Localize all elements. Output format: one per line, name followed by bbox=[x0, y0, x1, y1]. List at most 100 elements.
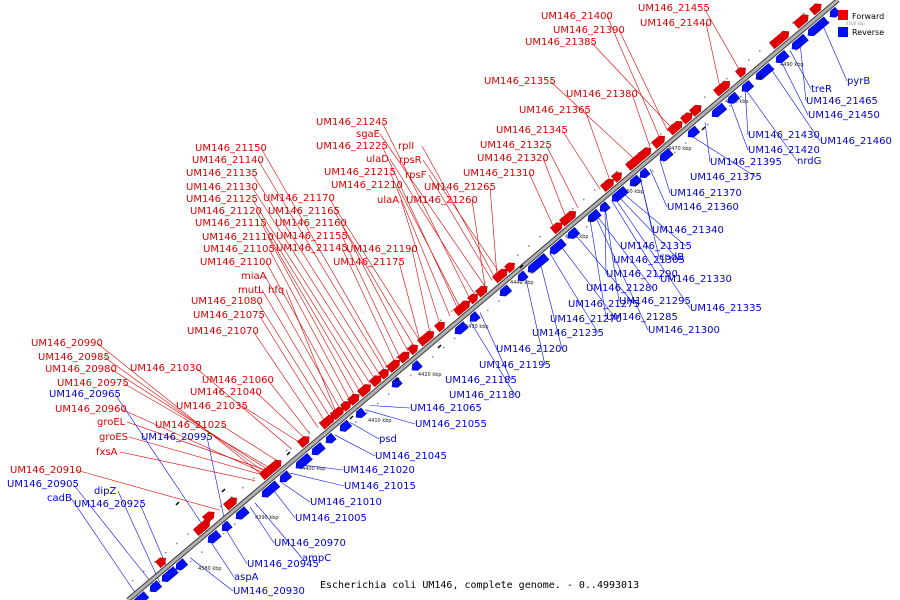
forward-gene bbox=[269, 459, 282, 472]
forward-connector bbox=[379, 133, 486, 287]
forward-connector bbox=[255, 391, 306, 439]
forward-connector bbox=[258, 314, 326, 422]
forward-gene bbox=[434, 321, 445, 333]
legend-scale: 4500 kbp bbox=[846, 21, 865, 26]
tick-mark bbox=[388, 393, 390, 395]
reverse-gene bbox=[279, 470, 293, 483]
forward-gene bbox=[369, 375, 382, 388]
reverse-gene bbox=[611, 185, 629, 202]
reverse-connector bbox=[573, 232, 635, 305]
forward-gene bbox=[397, 351, 410, 364]
tick-mark bbox=[663, 160, 665, 163]
reverse-connector bbox=[289, 472, 345, 487]
reverse-gene-label: ampC bbox=[302, 553, 331, 564]
forward-connector bbox=[341, 247, 396, 363]
reverse-gene-label: UM146_21005 bbox=[295, 513, 367, 524]
forward-connector bbox=[340, 222, 409, 352]
reverse-gene-label: aspA bbox=[234, 572, 259, 583]
reverse-gene bbox=[807, 16, 830, 37]
forward-gene-label: UM146_21060 bbox=[202, 375, 274, 386]
legend-reverse-swatch bbox=[838, 27, 848, 37]
tick-mark bbox=[520, 281, 522, 284]
reverse-gene bbox=[454, 321, 469, 335]
reverse-gene-label: UM146_21185 bbox=[445, 375, 517, 386]
forward-gene-label: UM146_21105 bbox=[203, 244, 275, 255]
reverse-connector bbox=[334, 434, 376, 457]
tick-mark bbox=[443, 346, 445, 349]
tick-mark bbox=[132, 579, 134, 582]
tick-mark bbox=[630, 188, 632, 191]
reverse-gene-label: psd bbox=[379, 434, 397, 445]
reverse-gene-label: UM146_21275 bbox=[568, 299, 640, 310]
reverse-gene-label: UM146_21270 bbox=[550, 314, 622, 325]
reverse-connector bbox=[539, 261, 563, 350]
small-feature bbox=[589, 218, 594, 223]
forward-connector bbox=[251, 172, 381, 376]
forward-gene bbox=[735, 67, 746, 78]
reverse-connector bbox=[369, 405, 411, 409]
tick-mark bbox=[539, 235, 541, 238]
reverse-connector bbox=[617, 195, 680, 261]
small-feature bbox=[395, 377, 400, 382]
forward-gene bbox=[809, 3, 822, 16]
forward-connector bbox=[96, 342, 263, 475]
tick-mark bbox=[242, 486, 244, 489]
tick-marks: 4380 kbp 4390 kbp 4400 kbp 4410 kbp 4420 kbp… bbox=[132, 3, 830, 600]
forward-connector bbox=[471, 199, 486, 287]
reverse-connector bbox=[524, 274, 546, 366]
forward-gene-label: sgaE bbox=[356, 129, 380, 140]
forward-gene-label: fxsA bbox=[96, 447, 118, 458]
genome-caption: Escherichia coli UM146, complete genome.… bbox=[320, 580, 639, 591]
tick-mark bbox=[231, 496, 233, 498]
tick-mark bbox=[275, 459, 277, 461]
tick-mark bbox=[223, 532, 225, 535]
forward-gene-label: UM146_21355 bbox=[484, 76, 556, 87]
reverse-gene-label: UM146_21360 bbox=[667, 202, 739, 213]
reverse-gene-label: pyrB bbox=[847, 76, 870, 87]
tick-mark bbox=[253, 477, 255, 480]
tick-mark bbox=[286, 449, 288, 452]
reverse-gene-label: cpdB bbox=[659, 252, 684, 263]
tick-label: 4390 kbp bbox=[255, 515, 279, 521]
legend: Forward 4500 kbp Reverse bbox=[838, 10, 884, 37]
tick-mark bbox=[484, 282, 486, 284]
forward-gene bbox=[297, 436, 310, 449]
tick-mark bbox=[685, 142, 687, 144]
forward-gene-label: UM146_21345 bbox=[496, 125, 568, 136]
reverse-connector bbox=[70, 497, 141, 600]
forward-connector bbox=[584, 109, 611, 181]
forward-gene-label: UM146_21265 bbox=[424, 182, 496, 193]
reverse-gene-label: UM146_21235 bbox=[532, 328, 604, 339]
tick-mark bbox=[451, 310, 453, 312]
forward-gene-label: UM146_20990 bbox=[31, 338, 103, 349]
tick-mark bbox=[674, 151, 676, 154]
tick-mark bbox=[652, 170, 654, 172]
reverse-gene bbox=[325, 432, 337, 444]
reverse-gene bbox=[629, 174, 643, 187]
forward-connector bbox=[549, 80, 636, 160]
reverse-gene-label: UM146_20945 bbox=[247, 559, 319, 570]
forward-connector bbox=[590, 41, 673, 129]
forward-connector bbox=[260, 147, 389, 369]
reverse-connector bbox=[689, 134, 757, 178]
forward-gene bbox=[347, 393, 360, 406]
reverse-connector bbox=[254, 502, 303, 559]
forward-gene-label: UM146_21310 bbox=[463, 168, 535, 179]
reverse-connector bbox=[589, 219, 607, 318]
forward-gene-label: UM146_21440 bbox=[640, 18, 712, 29]
forward-gene-label: ulaA bbox=[377, 195, 399, 206]
reverse-connector bbox=[549, 253, 599, 334]
reverse-gene-label: UM146_20995 bbox=[141, 432, 213, 443]
forward-connector bbox=[268, 248, 351, 401]
forward-connector bbox=[489, 186, 498, 277]
reverse-connector bbox=[271, 488, 296, 519]
tick-label: 4420 kbp bbox=[418, 372, 442, 378]
forward-gene-label: UM146_21215 bbox=[324, 167, 396, 178]
forward-gene-label: UM146_21100 bbox=[200, 257, 272, 268]
forward-gene bbox=[492, 268, 508, 284]
forward-connector bbox=[126, 421, 268, 471]
forward-gene-label: UM146_21455 bbox=[638, 3, 710, 14]
forward-gene-label: UM146_21380 bbox=[566, 89, 638, 100]
forward-connector bbox=[110, 368, 269, 470]
